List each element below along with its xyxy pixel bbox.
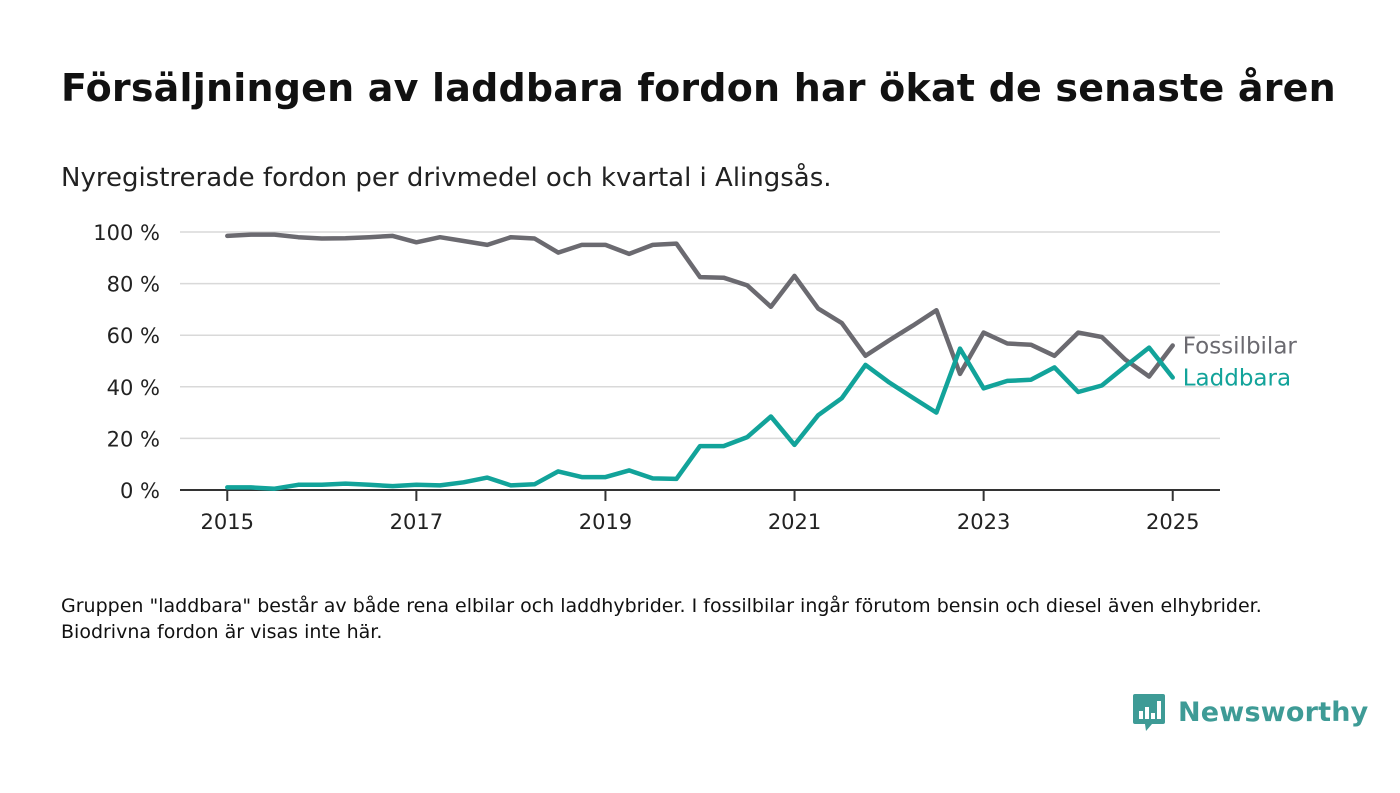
line-chart: 0 % 20 % 40 % 60 % 80 % 100 % 2015 2017 2019 202…: [93, 221, 1298, 534]
series-lines: [225, 232, 1175, 491]
series-line-fossilbilar: [225, 232, 1175, 379]
brand-name: Newsworthy: [1178, 696, 1369, 728]
legend-label-fossilbilar: Fossilbilar: [1183, 334, 1298, 360]
x-axis: 2015 2017 2019 2021 2023 2025: [180, 489, 1220, 534]
legend: Fossilbilar Laddbara: [1183, 334, 1298, 392]
y-tick-label: 100 %: [93, 221, 160, 245]
x-tick-label: 2015: [201, 510, 254, 534]
grid-lines: [180, 231, 1220, 440]
x-tick-label: 2025: [1146, 510, 1199, 534]
series-line-laddbara: [225, 345, 1175, 491]
y-tick-label: 0 %: [120, 479, 160, 503]
y-axis: 0 % 20 % 40 % 60 % 80 % 100 %: [93, 221, 160, 503]
x-tick-label: 2019: [579, 510, 632, 534]
x-tick-label: 2021: [768, 510, 821, 534]
x-tick-label: 2017: [390, 510, 443, 534]
y-tick-label: 80 %: [107, 273, 160, 297]
brand[interactable]: Newsworthy: [1132, 692, 1368, 732]
y-tick-label: 20 %: [107, 427, 160, 451]
y-tick-label: 60 %: [107, 324, 160, 348]
footnote: Gruppen "laddbara" består av både rena e…: [61, 595, 1262, 643]
chart-subtitle: Nyregistrerade fordon per drivmedel och …: [61, 163, 832, 193]
y-tick-label: 40 %: [107, 376, 160, 400]
newsworthy-logo-icon: [1133, 694, 1165, 731]
x-tick-label: 2023: [957, 510, 1010, 534]
legend-label-laddbara: Laddbara: [1183, 366, 1291, 392]
chart-title: Försäljningen av laddbara fordon har öka…: [61, 66, 1336, 110]
